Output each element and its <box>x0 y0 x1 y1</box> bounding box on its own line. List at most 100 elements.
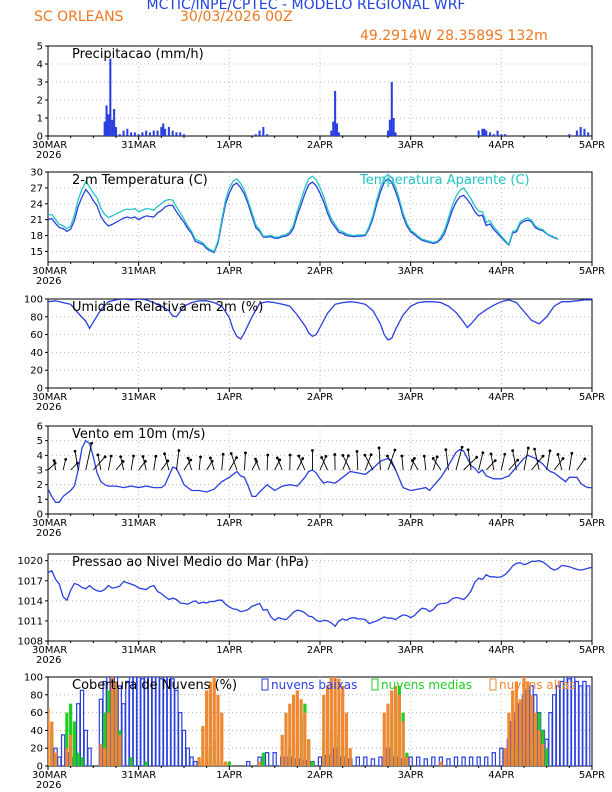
clouds-bar-nuvens-altas <box>518 699 522 766</box>
clouds-bar-nuvens-altas <box>514 681 519 766</box>
clouds-bar-nuvens-baixas <box>87 747 92 766</box>
clouds-bar-nuvens-altas <box>280 734 284 766</box>
clouds-bar-nuvens-medias <box>129 757 133 766</box>
temp-line-2-m-temperatura <box>48 178 559 254</box>
wind-arrow <box>108 456 112 471</box>
wind-ytick-label: 5 <box>37 436 43 447</box>
precip-xtick-label: 2APR <box>307 140 333 151</box>
clouds-bar-nuvens-altas <box>118 734 122 766</box>
wind-arrow-head <box>570 451 574 455</box>
precip-title: Precipitacao (mm/h) <box>72 47 204 62</box>
clouds-bar-nuvens-baixas <box>370 758 376 766</box>
clouds-bar-nuvens-baixas <box>431 756 436 766</box>
wind-xtick-label: 30MAR <box>32 518 67 529</box>
wind-arrow <box>455 447 463 471</box>
precip-bar-precipitacao <box>330 130 333 136</box>
wind-arrow-head <box>141 455 145 458</box>
precip-bar-precipitacao <box>148 132 152 136</box>
clouds-bar-nuvens-baixas <box>408 756 413 766</box>
wind-arrow <box>321 457 328 471</box>
clouds-bar-nuvens-altas <box>344 712 349 766</box>
wind-arrow <box>230 453 238 471</box>
clouds-bar-nuvens-baixas <box>79 689 85 766</box>
precip-bar-precipitacao <box>122 130 125 136</box>
wind-arrow <box>490 453 495 471</box>
temp-line-temperatura-aparente <box>48 173 559 253</box>
precip-bar-precipitacao <box>130 132 133 136</box>
wind-arrow <box>568 453 573 471</box>
precip-bar-precipitacao <box>111 119 114 136</box>
clouds-bar-nuvens-baixas <box>582 680 587 766</box>
clouds-bar-nuvens-baixas <box>423 758 428 766</box>
wind-arrow-head <box>96 453 100 457</box>
clouds-bar-nuvens-baixas <box>552 694 557 766</box>
precip-bar-precipitacao <box>175 132 178 136</box>
temp-title: 2-m Temperatura (C) <box>72 173 208 188</box>
wind-arrow-head <box>347 454 350 458</box>
precip-bar-precipitacao <box>266 134 269 136</box>
clouds-ytick-label: 20 <box>30 744 43 755</box>
wind-arrow-head <box>355 450 359 453</box>
wind-arrow <box>255 459 260 471</box>
precip-xtick-label: 1APR <box>216 140 242 151</box>
clouds-bar-nuvens-altas <box>110 677 114 766</box>
clouds-bar-nuvens-baixas <box>178 711 183 766</box>
wind-arrow <box>298 455 306 471</box>
wind-arrow-head <box>275 456 279 460</box>
clouds-bar-nuvens-baixas <box>548 711 553 766</box>
wind-arrow <box>523 447 529 471</box>
wind-arrow <box>546 450 551 471</box>
clouds-bar-nuvens-baixas <box>461 756 466 766</box>
clouds-bar-nuvens-baixas <box>476 756 481 766</box>
clouds-legend-swatch <box>371 678 379 691</box>
clouds-bar-nuvens-altas <box>511 690 515 766</box>
wind-arrow-head <box>481 451 485 455</box>
clouds-bar-nuvens-altas <box>99 743 103 766</box>
clouds-bar-nuvens-altas <box>295 690 299 766</box>
wind-arrow <box>243 452 246 471</box>
clouds-bar-nuvens-altas <box>307 739 311 766</box>
precip-bar-precipitacao <box>109 58 112 136</box>
clouds-bar-nuvens-altas <box>205 690 209 766</box>
wind-arrow <box>228 457 237 471</box>
wind-ytick-label: 1 <box>37 495 43 506</box>
clouds-bar-nuvens-altas <box>337 678 341 766</box>
clouds-xtick-label: 2APR <box>307 770 333 781</box>
wind-arrow <box>512 450 517 471</box>
wind-arrow-head <box>548 449 552 453</box>
press-ytick-label: 1008 <box>18 637 43 648</box>
wind-ytick-label: 0 <box>37 510 43 521</box>
wind-arrow <box>576 458 586 471</box>
clouds-title: Cobertura de Nuvens (%) <box>72 678 237 693</box>
clouds-bar-nuvens-altas <box>288 703 292 766</box>
temp-xtick-label: 5APR <box>579 266 605 277</box>
clouds-bar-nuvens-baixas <box>578 685 583 766</box>
clouds-bar-nuvens-baixas <box>416 756 421 766</box>
clouds-bar-nuvens-medias <box>227 761 231 766</box>
wind-arrow-head <box>103 455 107 459</box>
wind-arrow-head <box>119 455 123 459</box>
clouds-bar-nuvens-altas <box>507 712 511 766</box>
press-ytick-label: 1014 <box>18 596 43 607</box>
clouds-legend-swatch <box>261 678 269 691</box>
precip-bar-precipitacao <box>113 109 116 136</box>
wind-arrow <box>534 449 540 471</box>
temp-ytick-label: 27 <box>30 183 43 194</box>
wind-arrow <box>130 455 134 471</box>
clouds-bar-nuvens-altas <box>299 699 303 766</box>
clouds-bar-nuvens-baixas <box>193 760 198 766</box>
wind-arrow-head <box>333 453 337 456</box>
wind-arrow-head <box>489 452 493 456</box>
wind-arrow <box>251 461 257 471</box>
wind-arrow <box>411 460 419 471</box>
precip-bar-precipitacao <box>483 128 486 136</box>
wind-arrow-head <box>221 452 225 456</box>
wind-ytick-label: 4 <box>37 451 43 462</box>
wind-arrow-head <box>288 453 292 457</box>
precip-bar-precipitacao <box>126 128 129 136</box>
wind-arrow <box>364 454 372 471</box>
wind-arrow <box>553 458 564 471</box>
clouds-bar-nuvens-baixas <box>468 756 474 766</box>
precip-bar-precipitacao <box>118 134 121 136</box>
rh-xtick-label: 5APR <box>579 392 605 403</box>
